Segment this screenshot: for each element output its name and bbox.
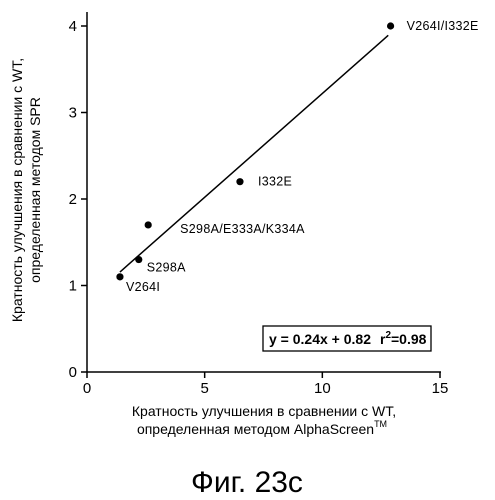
y-tick-label: 1 — [69, 278, 77, 295]
point-label: V264I — [126, 280, 160, 294]
data-point — [145, 221, 152, 228]
x-tick-label: 10 — [314, 380, 331, 397]
y-tick-label: 3 — [69, 105, 77, 122]
trademark-mark: TM — [374, 419, 387, 429]
point-label: V264I/I332E — [407, 19, 479, 33]
point-label: I332E — [258, 175, 292, 189]
equation-text: y = 0.24x + 0.82r2=0.98 — [269, 330, 427, 347]
x-ticks: 0 5 10 15 — [83, 372, 449, 397]
x-axis-label-line-1: Кратность улучшения в сравнении с WT, — [132, 403, 396, 419]
y-ticks: 0 1 2 3 4 — [69, 18, 87, 381]
y-tick-label: 0 — [69, 364, 77, 381]
y-tick-label: 2 — [69, 191, 77, 208]
x-tick-label: 0 — [83, 380, 91, 397]
data-points: V264I S298A S298A/E333A/K334A I332E V264I/I3… — [116, 19, 478, 294]
data-point — [135, 256, 142, 263]
r2-value: =0.98 — [391, 331, 427, 347]
point-label: S298A — [147, 261, 186, 275]
y-axis-label-line-1: Кратность улучшения в сравнении с WT, — [9, 58, 25, 322]
regression-line — [120, 35, 388, 272]
y-axis-label: Кратность улучшения в сравнении с WT, оп… — [9, 58, 43, 322]
equation-box: y = 0.24x + 0.82r2=0.98 — [263, 326, 431, 351]
data-point — [116, 273, 123, 280]
data-point — [236, 178, 243, 185]
y-tick-label: 4 — [69, 18, 77, 35]
equation-line: y = 0.24x + 0.82 — [269, 331, 371, 347]
x-tick-label: 15 — [432, 380, 449, 397]
x-tick-label: 5 — [200, 380, 208, 397]
data-point — [387, 22, 394, 29]
figure-caption: Фиг. 23c — [191, 466, 303, 499]
y-axis-label-line-2: определенная методом SPR — [27, 97, 43, 283]
point-label: S298A/E333A/K334A — [180, 222, 305, 236]
x-axis-label-line-2-text: определенная методом AlphaScreen — [137, 421, 374, 437]
x-axis-label-line-2: определенная методом AlphaScreenTM — [137, 419, 387, 437]
